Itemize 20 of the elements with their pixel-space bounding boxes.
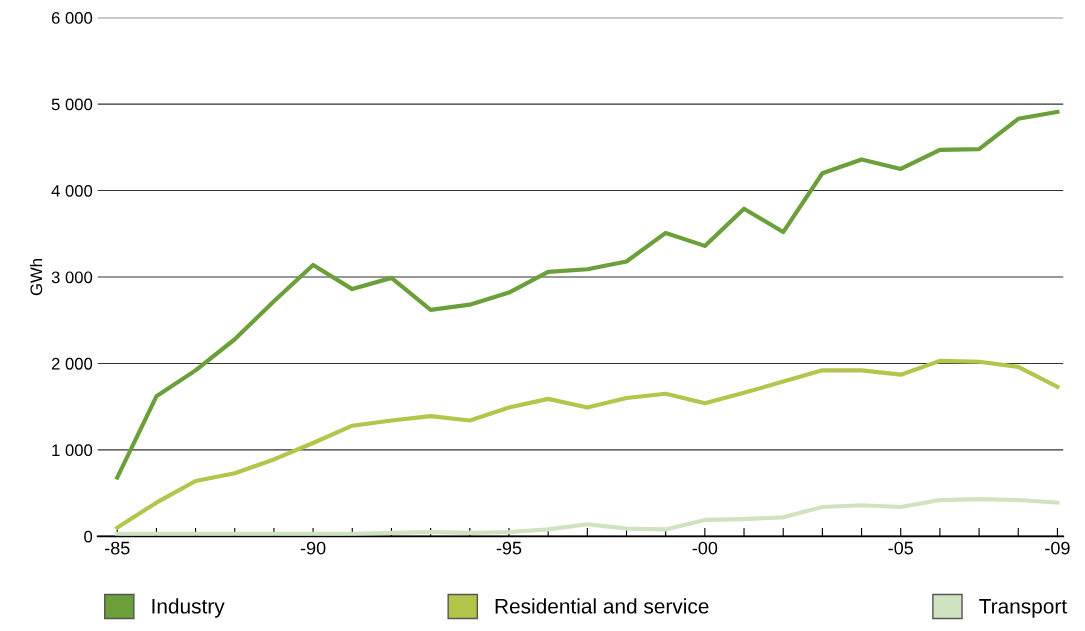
line-series <box>115 497 1060 536</box>
x-tick-label: -95 <box>496 541 522 555</box>
y-tick-label: 3 000 <box>51 271 93 284</box>
legend-label: Industry <box>152 598 225 618</box>
line-series <box>115 358 1060 530</box>
y-tick-label: 1 000 <box>52 444 93 457</box>
y-tick-label: 4 000 <box>51 184 93 197</box>
x-tick-label: -05 <box>888 541 914 555</box>
x-tick-label: -00 <box>692 541 718 555</box>
x-tick-label: -09 <box>1045 541 1070 555</box>
legend-label: Residential and service <box>495 598 709 614</box>
line-series <box>115 109 1060 480</box>
x-tick-label: -85 <box>104 541 130 555</box>
y-axis-title: GWh <box>29 259 43 296</box>
y-tick-label: 0 <box>84 530 93 543</box>
legend-label: Transport <box>979 599 1067 618</box>
x-tick-label: -90 <box>300 541 326 555</box>
y-tick-label: 2 000 <box>51 357 93 370</box>
y-tick-label: 6 000 <box>51 12 93 24</box>
y-tick-label: 5 000 <box>51 98 93 111</box>
